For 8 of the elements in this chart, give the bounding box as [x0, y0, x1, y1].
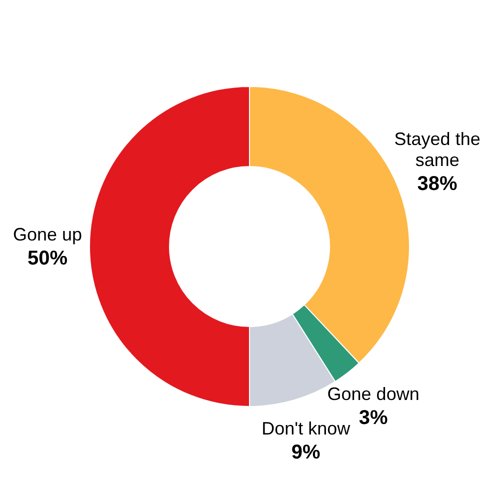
data-label: 38%	[417, 173, 458, 196]
slice-label: Gone up	[12, 224, 82, 244]
slice-label: Don't know	[262, 418, 352, 438]
slice-label: Stayed the same	[394, 129, 480, 170]
data-label: 50%	[27, 248, 68, 270]
data-label: 9%	[291, 441, 321, 464]
data-label: 3%	[358, 407, 388, 430]
slice-label: Gone down	[327, 384, 420, 404]
